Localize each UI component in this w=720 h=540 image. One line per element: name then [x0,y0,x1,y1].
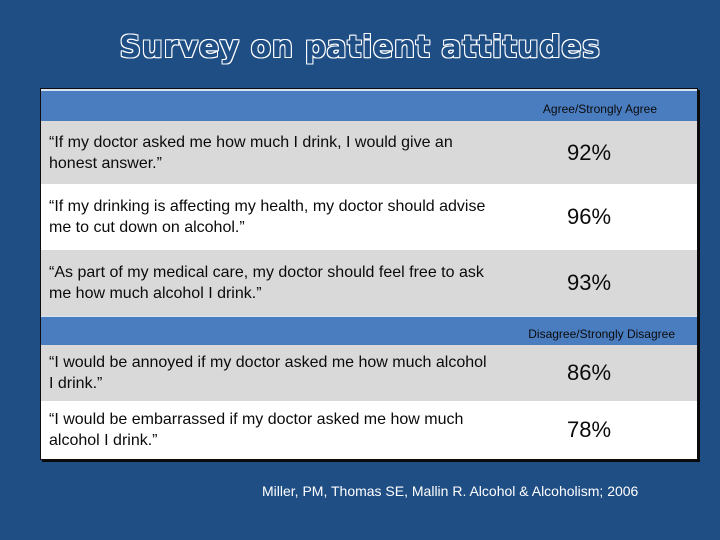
survey-table: Agree/Strongly Agree “If my doctor asked… [40,88,698,460]
disagree-header: Disagree/Strongly Disagree [41,316,697,345]
statement-text: “As part of my medical care, my doctor s… [49,264,484,302]
percentage-value: 78% [567,417,612,442]
table-row: “If my doctor asked me how much I drink,… [41,121,697,184]
table-row: “I would be embarrassed if my doctor ask… [41,401,697,459]
table-row: “If my drinking is affecting my health, … [41,184,697,250]
statement-text: “I would be embarrassed if my doctor ask… [49,411,464,449]
disagree-header-label: Disagree/Strongly Disagree [528,327,675,341]
percentage-value: 96% [567,204,612,229]
table-row: “I would be annoyed if my doctor asked m… [41,345,697,401]
percentage-value: 92% [567,139,612,165]
agree-header: Agree/Strongly Agree [41,89,697,121]
statement-text: “If my drinking is affecting my health, … [49,198,486,236]
table-row: “As part of my medical care, my doctor s… [41,250,697,316]
percentage-value: 93% [567,270,612,295]
statement-text: “If my doctor asked me how much I drink,… [49,133,453,172]
agree-header-label: Agree/Strongly Agree [542,102,657,116]
percentage-value: 86% [567,360,612,385]
slide-title: Survey on patient attitudes [119,30,601,65]
statement-text: “I would be annoyed if my doctor asked m… [49,354,487,392]
citation-text: Miller, PM, Thomas SE, Mallin R. Alcohol… [262,483,639,499]
